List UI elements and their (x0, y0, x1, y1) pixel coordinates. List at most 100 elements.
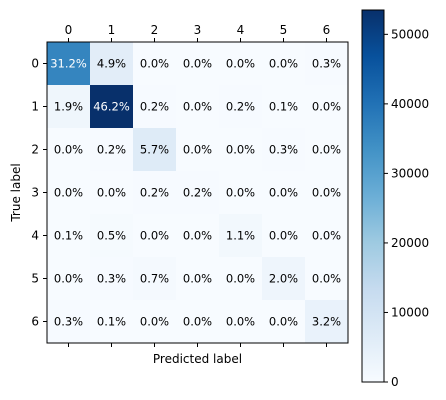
cell-label-6-2: 0.0% (140, 315, 169, 329)
colorbar-tick-label-1: 10000 (391, 305, 429, 319)
heatmap-cell-1-1 (90, 85, 134, 129)
cell-label-2-5: 0.3% (269, 143, 298, 157)
y-tick-label-6: 6 (31, 315, 39, 329)
x-tick-label-4: 4 (237, 23, 245, 37)
cell-label-6-1: 0.1% (97, 315, 126, 329)
heatmap-cell-1-0 (47, 85, 91, 129)
heatmap-cell-0-6 (305, 42, 349, 86)
y-tick-label-3: 3 (31, 186, 39, 200)
cell-label-3-2: 0.2% (140, 186, 169, 200)
heatmap-cell-6-1 (90, 300, 134, 344)
cell-label-1-4: 0.2% (226, 100, 255, 114)
heatmap-cell-3-2 (133, 171, 177, 215)
cell-label-6-3: 0.0% (183, 315, 212, 329)
heatmap-cell-3-4 (219, 171, 263, 215)
x-tick-label-3: 3 (194, 23, 202, 37)
heatmap-cell-5-3 (176, 257, 220, 301)
heatmap-cell-2-3 (176, 128, 220, 172)
heatmap-cell-0-3 (176, 42, 220, 86)
heatmap-cell-1-3 (176, 85, 220, 129)
cell-label-3-1: 0.0% (97, 186, 126, 200)
heatmap-cell-0-0 (47, 42, 91, 86)
heatmap-cell-0-4 (219, 42, 263, 86)
colorbar-tick-label-3: 30000 (391, 166, 429, 180)
x-tick-label-6: 6 (323, 23, 331, 37)
heatmap-cell-2-6 (305, 128, 349, 172)
heatmap-cell-5-0 (47, 257, 91, 301)
cell-label-0-3: 0.0% (183, 57, 212, 71)
cell-label-0-5: 0.0% (269, 57, 298, 71)
heatmap-cell-2-4 (219, 128, 263, 172)
cell-label-6-0: 0.3% (54, 315, 83, 329)
heatmap-cell-5-4 (219, 257, 263, 301)
heatmap-cell-6-2 (133, 300, 177, 344)
cell-label-3-4: 0.0% (226, 186, 255, 200)
y-axis-ticks: 0 1 2 3 4 5 6 (31, 57, 47, 329)
heatmap-cell-1-4 (219, 85, 263, 129)
cell-label-2-3: 0.0% (183, 143, 212, 157)
heatmap-cell-2-0 (47, 128, 91, 172)
cell-label-0-4: 0.0% (226, 57, 255, 71)
heatmap-cell-3-1 (90, 171, 134, 215)
heatmap-cell-1-2 (133, 85, 177, 129)
heatmap-cell-4-3 (176, 214, 220, 258)
x-axis-ticks: 0 1 2 3 4 5 6 (65, 23, 331, 347)
heatmap-cell-6-4 (219, 300, 263, 344)
x-axis-label: Predicted label (153, 352, 242, 366)
y-tick-label-0: 0 (31, 57, 39, 71)
cell-label-4-5: 0.0% (269, 229, 298, 243)
heatmap-cell-2-1 (90, 128, 134, 172)
colorbar-tick-label-5: 50000 (391, 27, 429, 41)
cell-label-6-6: 3.2% (312, 315, 341, 329)
cell-label-4-1: 0.5% (97, 229, 126, 243)
heatmap-cell-3-3 (176, 171, 220, 215)
cell-label-5-4: 0.0% (226, 272, 255, 286)
heatmap-cell-6-0 (47, 300, 91, 344)
cell-label-0-6: 0.3% (312, 57, 341, 71)
heatmap-cell-6-3 (176, 300, 220, 344)
heatmap-cell-5-6 (305, 257, 349, 301)
heatmap-cell-4-1 (90, 214, 134, 258)
cell-label-0-1: 4.9% (97, 57, 126, 71)
cell-label-6-4: 0.0% (226, 315, 255, 329)
x-tick-label-5: 5 (280, 23, 288, 37)
cell-label-3-6: 0.0% (312, 186, 341, 200)
cell-label-4-3: 0.0% (183, 229, 212, 243)
colorbar-tick-label-0: 0 (391, 375, 399, 389)
cell-label-2-0: 0.0% (54, 143, 83, 157)
cell-label-5-0: 0.0% (54, 272, 83, 286)
cell-label-4-0: 0.1% (54, 229, 83, 243)
colorbar-tick-label-2: 20000 (391, 236, 429, 250)
x-tick-label-2: 2 (151, 23, 159, 37)
heatmap-cell-5-1 (90, 257, 134, 301)
heatmap-cell-4-5 (262, 214, 306, 258)
colorbar-tick-label-4: 40000 (391, 97, 429, 111)
cell-label-4-2: 0.0% (140, 229, 169, 243)
cell-label-2-1: 0.2% (97, 143, 126, 157)
heatmap-cell-0-5 (262, 42, 306, 86)
cell-label-2-2: 5.7% (140, 143, 169, 157)
cell-label-4-4: 1.1% (226, 229, 255, 243)
cell-label-1-6: 0.0% (312, 100, 341, 114)
cell-label-6-5: 0.0% (269, 315, 298, 329)
y-axis-label: True label (9, 163, 23, 222)
heatmap-cell-5-2 (133, 257, 177, 301)
colorbar-ticks: 0 10000 20000 30000 40000 50000 (384, 27, 429, 389)
cell-label-0-0: 31.2% (50, 57, 87, 71)
cell-label-1-2: 0.2% (140, 100, 169, 114)
heatmap-cell-0-1 (90, 42, 134, 86)
y-tick-label-4: 4 (31, 229, 39, 243)
colorbar (361, 9, 385, 383)
cell-label-5-1: 0.3% (97, 272, 126, 286)
heatmap-cell-6-5 (262, 300, 306, 344)
heatmap-cell-4-4 (219, 214, 263, 258)
cell-label-3-5: 0.0% (269, 186, 298, 200)
cell-label-1-3: 0.0% (183, 100, 212, 114)
heatmap-cell-3-5 (262, 171, 306, 215)
cell-label-2-6: 0.0% (312, 143, 341, 157)
y-tick-label-1: 1 (31, 100, 39, 114)
cell-label-5-5: 2.0% (269, 272, 298, 286)
cell-label-0-2: 0.0% (140, 57, 169, 71)
